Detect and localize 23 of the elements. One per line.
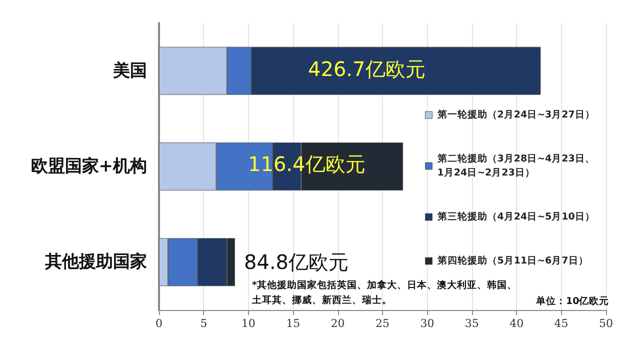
annotation: 116.4亿欧元 [248, 152, 366, 176]
annotation: *其他援助国家包括英国、加拿大、日本、澳大利亚、韩国、土耳其、挪威、新西兰、瑞士。 [251, 279, 517, 306]
x-tick-label: 45 [554, 317, 568, 330]
x-tick-label: 0 [156, 317, 162, 330]
x-tick-label: 20 [330, 317, 345, 330]
x-tick-label: 15 [286, 317, 300, 330]
annotation: 426.7亿欧元 [308, 57, 426, 81]
x-tick-label: 25 [376, 317, 390, 330]
y-tick-label: 欧盟国家+机构 [30, 156, 147, 176]
y-tick-label: 其他援助国家 [44, 252, 147, 272]
x-tick-label: 30 [420, 317, 434, 330]
x-tick-label: 5 [200, 317, 208, 330]
x-tick-label: 50 [599, 317, 613, 330]
x-tick-label: 35 [464, 317, 479, 330]
y-tick-label: 美国 [112, 60, 147, 81]
annotation: 84.8亿欧元 [244, 250, 349, 274]
annotation: 单位：10亿欧元 [535, 295, 610, 307]
legend-label: 第二轮援助（3月28日~4月23日、 1月24日~2月23日） [436, 152, 595, 178]
x-tick-label: 40 [510, 317, 524, 330]
legend-label: 第一轮援助（2月24日~3月27日） [436, 108, 595, 120]
x-tick-label: 10 [241, 317, 256, 330]
legend-label: 第四轮援助（5月11日~6月7日） [436, 254, 588, 266]
legend-label: 第三轮援助（4月24日~5月10日） [436, 210, 595, 222]
